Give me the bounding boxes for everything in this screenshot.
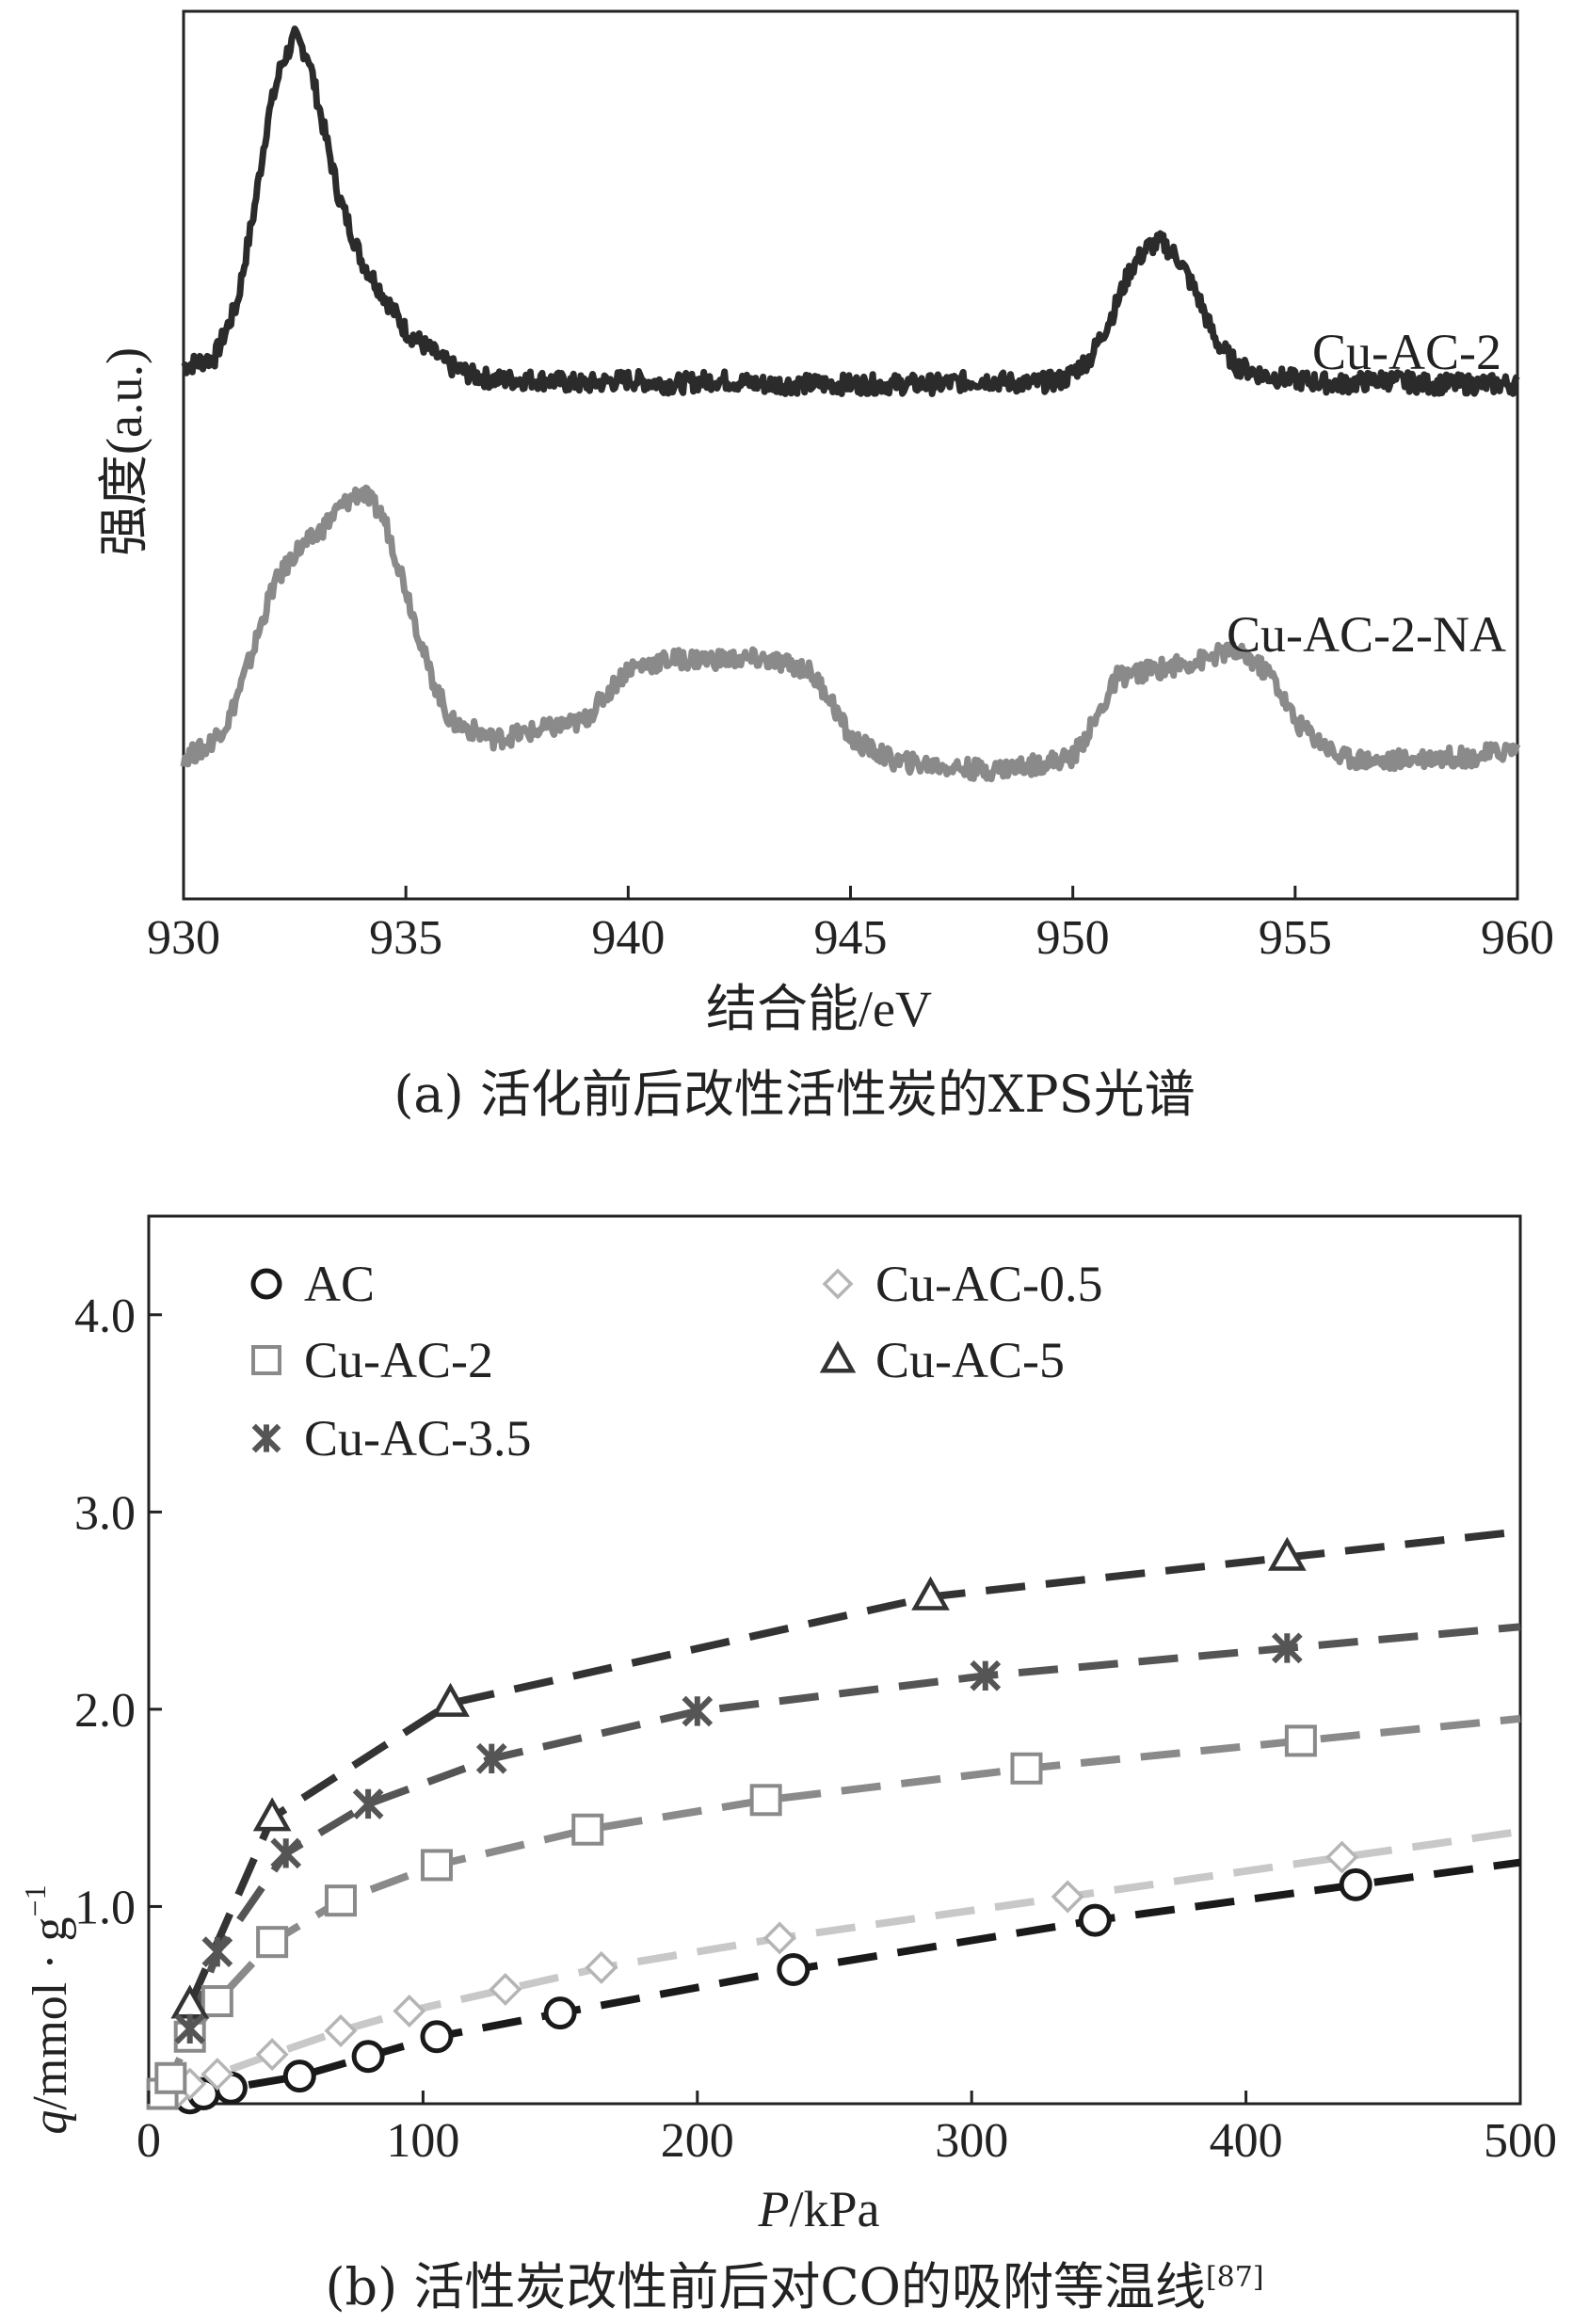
series-cu-ac-2 bbox=[181, 25, 1520, 397]
x-tick-label-950: 950 bbox=[1036, 911, 1110, 965]
point-cu-ac-3-5-3 bbox=[352, 1788, 384, 1819]
caption-a: (a) 活化前后改性活性炭的XPS光谱 bbox=[393, 1065, 1196, 1124]
series-label-cu-ac-2-na: Cu-AC-2-NA bbox=[1227, 606, 1506, 663]
point-cu-ac-2-4 bbox=[256, 1926, 289, 1959]
legend-marker-cu-ac-2 bbox=[251, 1345, 281, 1375]
point-ac-9 bbox=[1339, 1867, 1372, 1901]
point-cu-ac-3-5-7 bbox=[1271, 1632, 1303, 1664]
point-cu-ac-3-5-2 bbox=[270, 1837, 302, 1869]
point-ac-8 bbox=[1078, 1903, 1112, 1937]
x-tick-label-930: 930 bbox=[147, 911, 220, 965]
x-tick-label-935: 935 bbox=[369, 911, 442, 965]
fit-curve-cu-ac-2 bbox=[159, 1714, 1521, 2096]
point-cu-ac-2-3 bbox=[201, 1985, 233, 2018]
point-cu-ac-0-5-6 bbox=[489, 1972, 522, 2006]
plot-frame bbox=[147, 1214, 1522, 2106]
y-axis-label: q/mmol · g−1 bbox=[18, 1884, 77, 2134]
point-cu-ac-5-4 bbox=[1267, 1536, 1307, 1571]
point-cu-ac-2-5 bbox=[324, 1884, 357, 1917]
fit-curve-cu-ac-5 bbox=[186, 1528, 1521, 2007]
legend-label-cu-ac-2: Cu-AC-2 bbox=[304, 1332, 493, 1388]
legend-label-cu-ac-5: Cu-AC-5 bbox=[875, 1332, 1065, 1388]
x-tick-label-0: 0 bbox=[136, 2114, 161, 2168]
point-cu-ac-2-1 bbox=[154, 2061, 187, 2094]
point-cu-ac-5-1 bbox=[252, 1797, 292, 1832]
legend-marker-ac bbox=[250, 1268, 282, 1300]
point-cu-ac-0-5-9 bbox=[1051, 1880, 1084, 1914]
fit-curve-ac bbox=[188, 1858, 1521, 2102]
point-cu-ac-2-7 bbox=[571, 1813, 604, 1846]
point-ac-5 bbox=[420, 2020, 454, 2054]
point-cu-ac-2-6 bbox=[420, 1849, 453, 1882]
y-tick-label-2: 2.0 bbox=[74, 1684, 136, 1738]
point-cu-ac-3-5-5 bbox=[682, 1695, 714, 1727]
series-label-cu-ac-2: Cu-AC-2 bbox=[1312, 324, 1501, 380]
x-tick-label-940: 940 bbox=[591, 911, 665, 965]
x-tick-label-300: 300 bbox=[935, 2114, 1008, 2168]
point-cu-ac-5-3 bbox=[911, 1576, 950, 1611]
point-cu-ac-0-5-7 bbox=[585, 1950, 618, 1984]
point-cu-ac-0-5-3 bbox=[255, 2038, 289, 2072]
adsorption-isotherm-chart: 0 100 200 300 400 500 1.0 2.0 3.0 4.0 AC Cu-AC-0.5… bbox=[18, 1214, 1557, 2237]
plot-frame bbox=[182, 9, 1519, 901]
fit-curve-cu-ac-3-5 bbox=[185, 1623, 1521, 2030]
xps-spectrum-chart: 930 935 940 945 950 955 960 Cu-AC-2 Cu-AC-2-NA… bbox=[96, 9, 1554, 1037]
point-cu-ac-5-2 bbox=[431, 1682, 470, 1717]
y-tick-label-3: 3.0 bbox=[74, 1486, 136, 1540]
x-axis-label: P/kPa bbox=[757, 2181, 879, 2237]
point-cu-ac-0-5-10 bbox=[1325, 1840, 1359, 1874]
point-cu-ac-0-5-8 bbox=[762, 1921, 796, 1955]
x-tick-label-955: 955 bbox=[1259, 911, 1332, 965]
point-cu-ac-2-9 bbox=[1010, 1752, 1043, 1785]
x-axis-label: 结合能/eV bbox=[706, 981, 932, 1037]
legend-label-cu-ac-3-5: Cu-AC-3.5 bbox=[304, 1410, 532, 1467]
y-axis-label: 强度(a.u.) bbox=[96, 347, 152, 556]
point-cu-ac-2-10 bbox=[1284, 1724, 1317, 1757]
point-cu-ac-3-5-1 bbox=[201, 1936, 233, 1968]
point-ac-6 bbox=[543, 1996, 577, 2030]
x-tick-label-400: 400 bbox=[1210, 2114, 1283, 2168]
point-ac-3 bbox=[282, 2060, 316, 2093]
legend-marker-cu-ac-5 bbox=[819, 1340, 857, 1373]
x-tick-label-100: 100 bbox=[386, 2114, 459, 2168]
point-cu-ac-3-5-4 bbox=[475, 1742, 507, 1774]
y-tick-label-1: 1.0 bbox=[74, 1881, 136, 1934]
point-cu-ac-2-8 bbox=[749, 1784, 782, 1817]
y-tick-label-4: 4.0 bbox=[74, 1290, 136, 1343]
point-cu-ac-0-5-4 bbox=[324, 2013, 358, 2047]
legend: AC Cu-AC-0.5 Cu-AC-2 Cu-AC-5 Cu-AC-3.5 bbox=[250, 1256, 1103, 1467]
x-tick-label-500: 500 bbox=[1484, 2114, 1557, 2168]
legend-label-cu-ac-0-5: Cu-AC-0.5 bbox=[875, 1256, 1103, 1312]
legend-label-ac: AC bbox=[304, 1256, 375, 1312]
point-ac-7 bbox=[777, 1953, 811, 1987]
x-tick-label-945: 945 bbox=[814, 911, 888, 965]
point-ac-4 bbox=[351, 2040, 385, 2074]
series-cu-ac-2-na bbox=[180, 484, 1521, 783]
legend-marker-cu-ac-0-5 bbox=[822, 1268, 854, 1300]
x-tick-label-960: 960 bbox=[1481, 911, 1554, 965]
point-cu-ac-3-5-6 bbox=[970, 1659, 1002, 1691]
caption-b: (b) 活性炭改性前后对CO的吸附等温线[87] bbox=[325, 2257, 1264, 2316]
point-cu-ac-0-5-5 bbox=[393, 1995, 426, 2027]
legend-marker-cu-ac-3-5 bbox=[251, 1423, 281, 1453]
point-cu-ac-3-5-0 bbox=[174, 2012, 206, 2044]
point-cu-ac-0-5-2 bbox=[201, 2058, 234, 2092]
x-tick-label-200: 200 bbox=[661, 2114, 734, 2168]
